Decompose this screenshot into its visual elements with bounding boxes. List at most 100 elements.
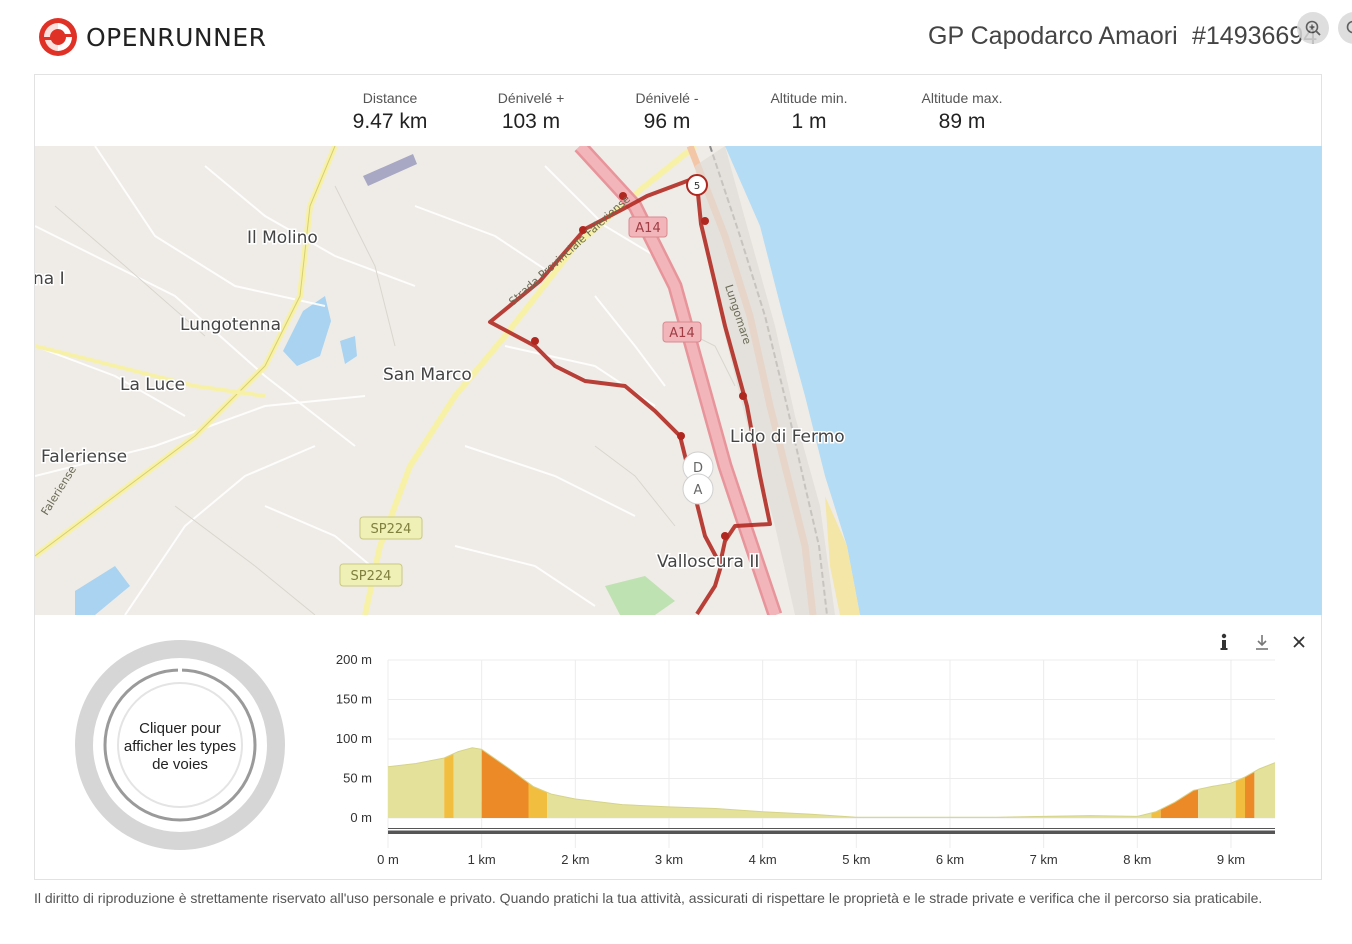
- place-labels: Il Molino na I Lungotenna La Luce San Ma…: [35, 227, 846, 574]
- secondary-road-edge: [35, 146, 336, 557]
- brand-name: OPENRUNNER: [86, 22, 267, 52]
- svg-text:D: D: [693, 461, 703, 476]
- y-tick-label: 0 m: [350, 810, 372, 825]
- stat-elevation-loss: Dénivelé - 96 m: [597, 90, 737, 134]
- elevation-segment-flat: [1198, 781, 1236, 818]
- y-tick-label: 100 m: [336, 731, 372, 746]
- elevation-segment-moderate: [1235, 776, 1246, 818]
- elevation-segment-moderate: [1151, 809, 1161, 818]
- x-tick-label: 4 km: [749, 852, 777, 867]
- svg-text:SP224: SP224: [351, 569, 392, 584]
- zoom-out-button[interactable]: [1338, 12, 1352, 44]
- zoom-in-icon: [1305, 20, 1321, 36]
- road-shield: A14: [628, 216, 668, 238]
- y-tick-label: 200 m: [336, 652, 372, 667]
- x-tick-label: 6 km: [936, 852, 964, 867]
- place-label: Il Molino: [247, 228, 318, 248]
- paths: [54, 185, 736, 615]
- stat-label: Altitude min.: [770, 90, 848, 106]
- minor-roads: [35, 146, 666, 615]
- zoom-in-button[interactable]: [1297, 12, 1329, 44]
- x-tick-label: 1 km: [468, 852, 496, 867]
- download-button[interactable]: [1250, 630, 1274, 654]
- urban-area: [695, 146, 835, 615]
- route-id: #14936694: [1192, 22, 1318, 50]
- x-tick-label: 2 km: [561, 852, 589, 867]
- y-tick-label: 150 m: [336, 692, 372, 707]
- elevation-profile-line: [387, 747, 1276, 818]
- secondary-road: [35, 344, 266, 398]
- stat-label: Altitude max.: [921, 90, 1003, 106]
- svg-text:5: 5: [694, 181, 700, 192]
- route-stats: Distance 9.47 km Dénivelé + 103 m Dénive…: [35, 75, 1322, 146]
- road-shield: SP224: [339, 563, 403, 587]
- lake: [340, 336, 357, 364]
- place-label: La Luce: [120, 375, 185, 395]
- stat-distance: Distance 9.47 km: [320, 90, 460, 134]
- x-tick-label: 0 m: [377, 852, 399, 867]
- elevation-segment-flat: [1254, 762, 1275, 818]
- download-icon: [1256, 635, 1268, 650]
- zoom-out-icon: [1346, 20, 1352, 34]
- stat-value: 96 m: [643, 110, 691, 133]
- x-tick-label: 3 km: [655, 852, 683, 867]
- stat-label: Dénivelé -: [635, 90, 699, 106]
- elevation-segment-steep: [1160, 789, 1199, 818]
- road-types-donut[interactable]: [75, 640, 285, 850]
- road-types-hint[interactable]: Cliquer pour afficher les types de voies: [123, 720, 237, 773]
- stat-label: Dénivelé +: [497, 90, 565, 106]
- industrial-area: [363, 154, 417, 186]
- km-marker[interactable]: 5: [686, 174, 708, 196]
- stat-value: 103 m: [501, 110, 561, 133]
- elevation-panel: Cliquer pour afficher les types de voies…: [35, 616, 1322, 880]
- svg-text:A14: A14: [669, 326, 694, 341]
- place-label: na I: [35, 269, 65, 289]
- elevation-segment-steep: [1245, 771, 1255, 818]
- road-shield: SP224: [359, 516, 423, 540]
- x-tick-label: 7 km: [1030, 852, 1058, 867]
- map-canvas[interactable]: A14 A14 SP224 SP224 Faleriense Strada Pr…: [35, 146, 1322, 615]
- finish-marker[interactable]: A: [682, 473, 714, 505]
- stat-value: 89 m: [938, 110, 986, 133]
- beach: [825, 496, 860, 615]
- route-title: GP Capodarco Amaori: [928, 22, 1178, 50]
- elevation-segment-steep: [481, 749, 529, 818]
- elevation-segment-flat: [388, 758, 445, 818]
- road-type-bar: [388, 828, 1275, 834]
- elevation-chart[interactable]: 200 m 150 m 100 m 50 m 0 m 0 m 1 km 2 km 3 km 4 k…: [320, 632, 1320, 882]
- info-button[interactable]: [1212, 630, 1236, 654]
- elevation-segment-moderate: [528, 782, 548, 818]
- x-tick-label: 9 km: [1217, 852, 1245, 867]
- lake: [75, 566, 130, 615]
- stat-value: 9.47 km: [352, 110, 428, 133]
- svg-text:SP224: SP224: [371, 522, 412, 537]
- close-icon: [1293, 636, 1305, 648]
- park-area: [605, 576, 675, 615]
- road-type-bar-stripe: [388, 829, 1275, 831]
- brand-logo[interactable]: OPENRUNNER: [38, 17, 267, 57]
- elevation-segment-flat: [453, 747, 482, 818]
- header: OPENRUNNER GP Capodarco Amaori #14936694: [0, 0, 1352, 74]
- place-label: Faleriense: [41, 447, 127, 467]
- route-direction-arrows: [531, 192, 747, 540]
- y-tick-label: 50 m: [343, 771, 372, 786]
- road-shield: A14: [662, 321, 702, 343]
- stat-value: 1 m: [791, 110, 827, 133]
- place-label: Lungotenna: [180, 315, 281, 335]
- place-label: San Marco: [383, 365, 472, 385]
- elevation-segment-moderate: [444, 753, 454, 818]
- route-map[interactable]: A14 A14 SP224 SP224 Faleriense Strada Pr…: [35, 146, 1322, 615]
- openrunner-logo-icon: [39, 18, 77, 56]
- stat-elevation-gain: Dénivelé + 103 m: [461, 90, 601, 134]
- elevation-segment-flat: [547, 792, 1152, 818]
- sea-area: [725, 146, 1322, 615]
- stat-altitude-max: Altitude max. 89 m: [892, 90, 1032, 134]
- close-button[interactable]: [1287, 630, 1311, 654]
- info-icon: [1220, 633, 1228, 650]
- svg-text:A: A: [694, 483, 703, 498]
- stat-label: Distance: [362, 90, 418, 106]
- lake: [283, 296, 331, 366]
- x-tick-label: 5 km: [842, 852, 870, 867]
- place-label: Lido di Fermo: [730, 427, 845, 447]
- place-label: Valloscura II: [657, 552, 759, 572]
